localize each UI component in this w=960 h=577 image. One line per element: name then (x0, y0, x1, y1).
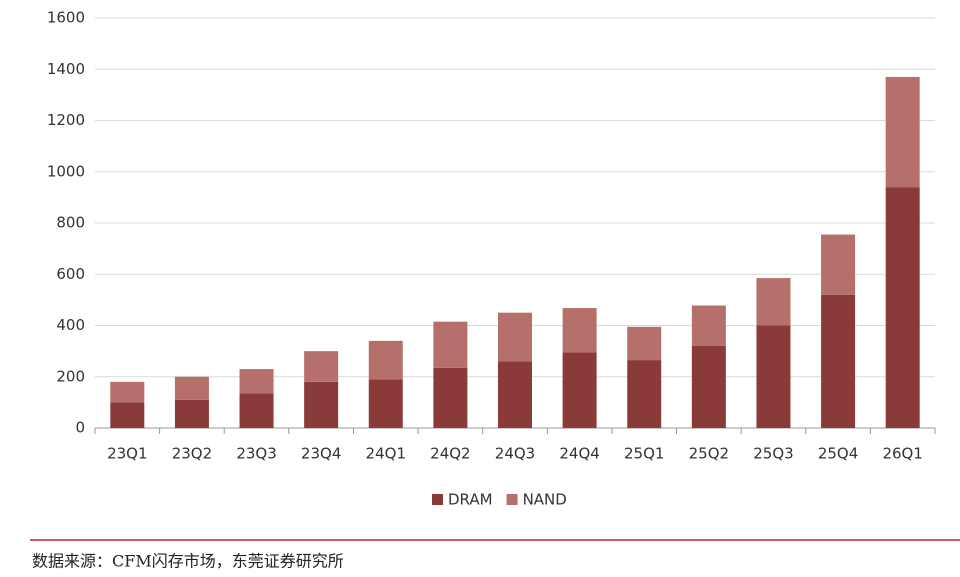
x-tick-label: 24Q4 (559, 445, 599, 463)
x-tick-label: 25Q4 (818, 445, 858, 463)
y-tick-label: 600 (56, 265, 85, 283)
x-tick-label: 23Q2 (172, 445, 212, 463)
y-tick-label: 1600 (47, 9, 85, 27)
bar-segment (368, 340, 403, 380)
bar-segment (691, 305, 726, 346)
y-tick-label: 1000 (47, 162, 85, 180)
x-tick-label: 23Q1 (107, 445, 147, 463)
bar-segment (498, 361, 532, 428)
bar-segment (304, 351, 339, 382)
x-tick-label: 25Q2 (689, 445, 729, 463)
legend-swatch (506, 494, 518, 505)
bar-segment (562, 308, 597, 353)
source-note: 数据来源：CFM闪存市场，东莞证券研究所 (32, 552, 344, 571)
x-tick-label: 23Q3 (236, 445, 276, 463)
bar-segment (562, 352, 597, 428)
bar-segment (885, 187, 920, 428)
x-tick-label: 26Q1 (882, 445, 922, 463)
y-tick-label: 200 (56, 367, 85, 385)
bar-segment (174, 376, 209, 400)
bar-segment (885, 76, 920, 188)
bar-segment (627, 360, 662, 428)
y-tick-label: 400 (56, 316, 85, 334)
y-tick-label: 0 (75, 419, 85, 437)
bar-segment (821, 294, 856, 428)
bar-segment (368, 379, 403, 428)
bar-segment (756, 325, 791, 428)
y-tick-label: 1200 (47, 111, 85, 129)
bar-segment (498, 312, 532, 362)
legend-label: NAND (523, 491, 567, 509)
x-tick-label: 24Q1 (366, 445, 406, 463)
bar-segment (433, 367, 468, 428)
x-tick-label: 25Q3 (753, 445, 793, 463)
bar-segment (627, 326, 662, 361)
x-tick-label: 24Q3 (495, 445, 535, 463)
y-tick-label: 800 (56, 214, 85, 232)
bar-segment (691, 346, 726, 428)
bar-segment (756, 278, 791, 326)
bar-segment (110, 402, 145, 428)
bar-segment (433, 321, 468, 368)
y-tick-label: 1400 (47, 60, 85, 78)
legend-label: DRAM (448, 491, 493, 509)
x-tick-label: 24Q2 (430, 445, 470, 463)
x-tick-label: 23Q4 (301, 445, 341, 463)
bar-segment (239, 369, 274, 394)
bar-segment (821, 234, 856, 295)
bar-segment (239, 393, 274, 428)
x-tick-label: 25Q1 (624, 445, 664, 463)
bar-segment (304, 381, 339, 428)
legend-swatch (432, 494, 443, 505)
bar-segment (110, 381, 145, 403)
bar-segment (174, 399, 209, 428)
